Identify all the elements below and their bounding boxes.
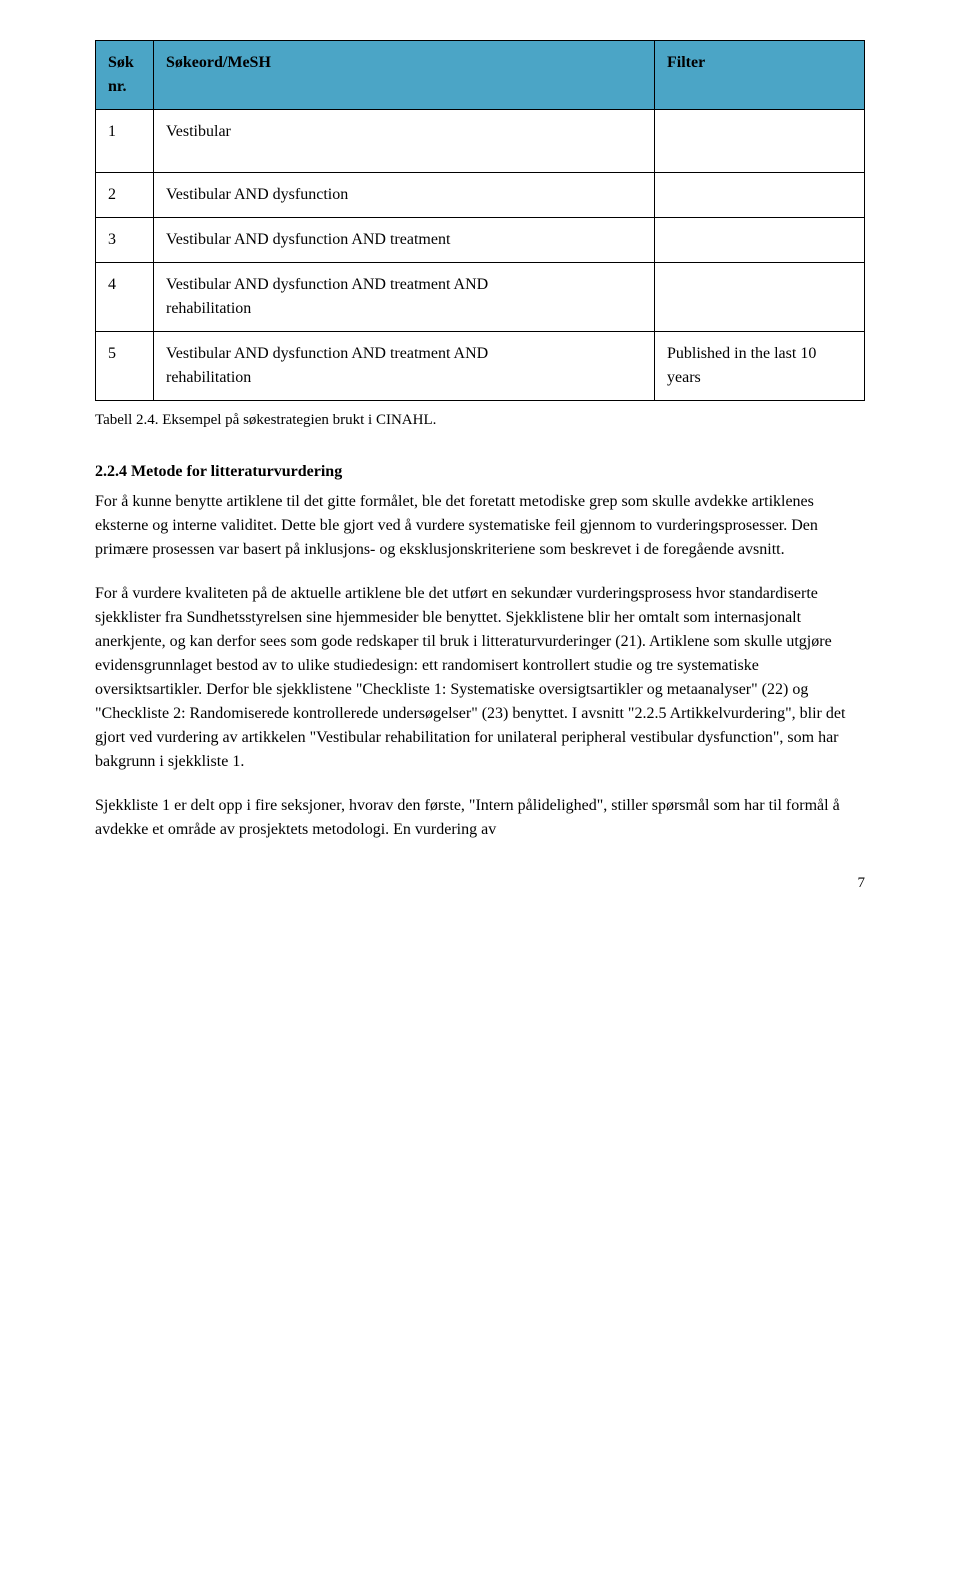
cell-filter [655,173,865,218]
header-nr-line2: nr. [108,78,127,95]
table-row: 5 Vestibular AND dysfunction AND treatme… [96,332,865,401]
cell-nr: 2 [96,173,154,218]
cell-nr: 4 [96,263,154,332]
table-header-terms: Søkeord/MeSH [154,41,655,110]
header-nr-line1: Søk [108,54,134,71]
table-row: 1 Vestibular [96,110,865,173]
cell-nr: 5 [96,332,154,401]
cell-filter [655,218,865,263]
cell-filter [655,110,865,173]
page-number: 7 [95,872,865,895]
body-paragraph: For å kunne benytte artiklene til det gi… [95,490,865,562]
body-paragraph: For å vurdere kvaliteten på de aktuelle … [95,582,865,774]
section-heading: 2.2.4 Metode for litteraturvurdering [95,460,865,484]
table-row: 2 Vestibular AND dysfunction [96,173,865,218]
table-header-nr: Søk nr. [96,41,154,110]
cell-filter: Published in the last 10 years [655,332,865,401]
cell-terms: Vestibular AND dysfunction AND treatment [154,218,655,263]
cell-nr: 3 [96,218,154,263]
table-row: 4 Vestibular AND dysfunction AND treatme… [96,263,865,332]
body-paragraph: Sjekkliste 1 er delt opp i fire seksjone… [95,794,865,842]
cell-terms: Vestibular [154,110,655,173]
cell-filter [655,263,865,332]
cell-terms: Vestibular AND dysfunction AND treatment… [154,332,655,401]
cell-terms: Vestibular AND dysfunction [154,173,655,218]
table-header-filter: Filter [655,41,865,110]
cell-terms: Vestibular AND dysfunction AND treatment… [154,263,655,332]
table-row: 3 Vestibular AND dysfunction AND treatme… [96,218,865,263]
table-caption: Tabell 2.4. Eksempel på søkestrategien b… [95,409,865,432]
cell-nr: 1 [96,110,154,173]
search-strategy-table: Søk nr. Søkeord/MeSH Filter 1 Vestibular… [95,40,865,401]
